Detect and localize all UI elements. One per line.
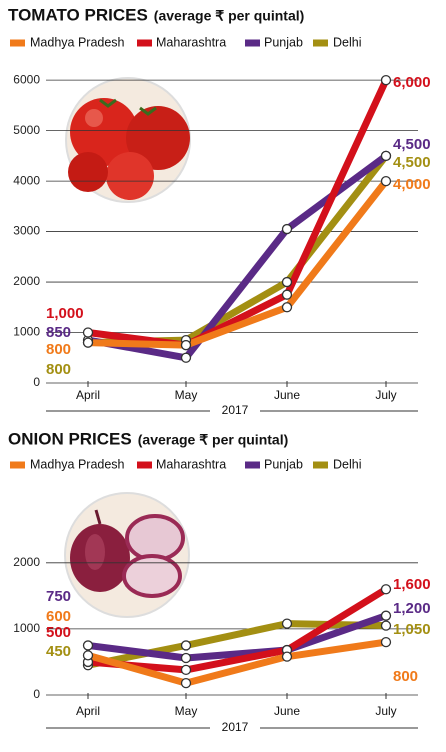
data-point — [180, 339, 192, 351]
value-label: 750 — [46, 588, 71, 605]
value-label: 1,000 — [46, 305, 84, 322]
value-label: 500 — [46, 624, 71, 641]
y-tick-label: 2000 — [13, 274, 40, 288]
data-point — [180, 352, 192, 363]
legend-label: Maharashtra — [156, 35, 226, 49]
data-point — [380, 74, 392, 86]
data-point — [281, 289, 293, 300]
line-series — [84, 76, 390, 349]
data-point — [380, 620, 392, 631]
y-tick-label: 5000 — [13, 123, 40, 137]
y-tick-label: 4000 — [13, 173, 40, 187]
legend-label: Delhi — [333, 35, 362, 49]
data-point — [180, 640, 192, 651]
data-point — [281, 618, 293, 629]
legend-label: Delhi — [333, 457, 362, 471]
value-label: 800 — [46, 361, 71, 378]
value-label: 6,000 — [393, 74, 431, 91]
x-tick-label: July — [375, 388, 396, 402]
x-tick-label: June — [274, 388, 300, 402]
data-point — [380, 610, 392, 621]
line-series — [84, 177, 390, 349]
x-tick-label: April — [76, 704, 100, 718]
x-tick-label: April — [76, 388, 100, 402]
data-point — [82, 327, 94, 338]
value-label: 1,050 — [393, 621, 431, 638]
legend-label: Maharashtra — [156, 457, 226, 471]
x-tick-label: May — [175, 704, 198, 718]
line-series — [84, 612, 390, 662]
data-point — [380, 150, 392, 162]
value-label: 450 — [46, 643, 71, 660]
legend-label: Madhya Pradesh — [30, 35, 125, 49]
data-point — [82, 650, 94, 661]
line-series — [84, 638, 390, 687]
x-axis-label: 2017 — [222, 720, 249, 734]
data-point — [180, 652, 192, 664]
y-tick-label: 6000 — [13, 72, 40, 86]
data-point — [180, 677, 192, 689]
data-point — [380, 636, 392, 648]
chart-subtitle: (average ₹ per quintal) — [138, 432, 289, 448]
value-label: 1,200 — [393, 600, 431, 617]
chart-subtitle: (average ₹ per quintal) — [154, 8, 305, 24]
data-point — [281, 276, 293, 288]
y-tick-label: 0 — [33, 375, 40, 389]
value-label: 4,000 — [393, 176, 431, 193]
data-point — [82, 640, 94, 651]
x-tick-label: July — [375, 704, 396, 718]
x-tick-label: May — [175, 388, 198, 402]
chart-title: ONION PRICES — [8, 429, 132, 448]
value-label: 1,600 — [393, 576, 431, 593]
y-tick-label: 0 — [33, 687, 40, 701]
x-axis-label: 2017 — [222, 403, 249, 417]
x-tick-label: June — [274, 704, 300, 718]
value-label: 4,500 — [393, 154, 431, 171]
legend-label: Punjab — [264, 35, 303, 49]
y-tick-label: 1000 — [13, 325, 40, 339]
chart-title: TOMATO PRICES — [8, 5, 148, 24]
data-point — [82, 337, 94, 348]
value-label: 800 — [393, 668, 418, 685]
tomato-image — [65, 77, 191, 203]
onion-image — [64, 492, 190, 618]
value-label: 800 — [46, 341, 71, 358]
line-series — [84, 620, 390, 669]
y-tick-label: 2000 — [13, 555, 40, 569]
value-label: 4,500 — [393, 136, 431, 153]
y-tick-label: 3000 — [13, 224, 40, 238]
data-point — [281, 223, 293, 235]
data-point — [180, 664, 192, 676]
data-point — [380, 584, 392, 595]
legend-label: Punjab — [264, 457, 303, 471]
data-point — [281, 651, 293, 662]
value-label: 850 — [46, 324, 71, 341]
data-point — [380, 175, 392, 187]
legend-label: Madhya Pradesh — [30, 457, 125, 471]
value-label: 600 — [46, 608, 71, 625]
y-tick-label: 1000 — [13, 621, 40, 635]
data-point — [281, 302, 293, 313]
